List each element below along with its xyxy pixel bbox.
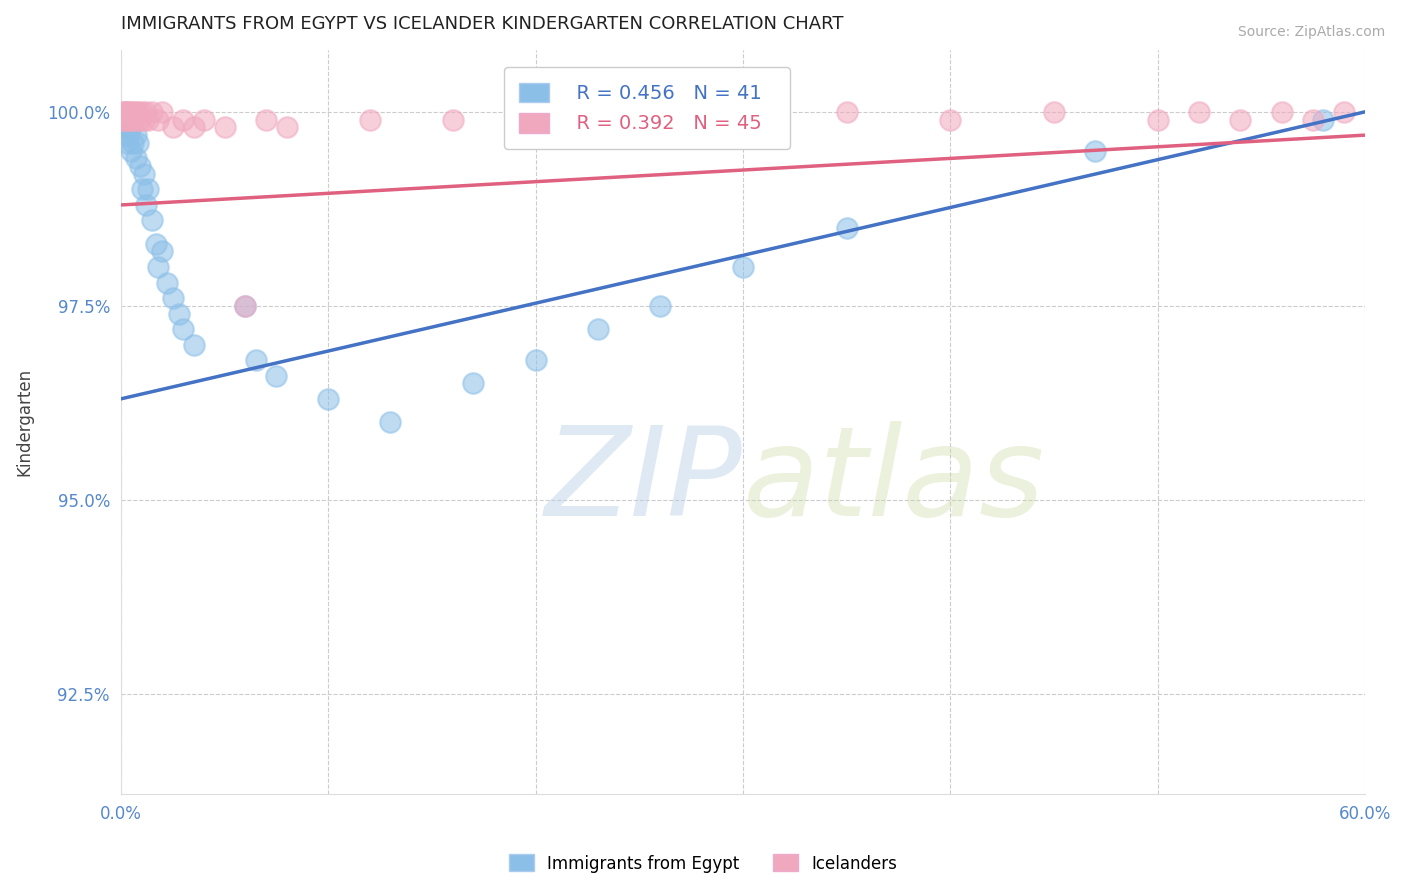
Text: ZIP: ZIP: [546, 421, 742, 542]
Point: [214, 120, 236, 135]
Point: [939, 112, 962, 127]
Point: [135, 104, 157, 119]
Point: [135, 198, 157, 212]
Point: [463, 376, 485, 391]
Point: [1333, 104, 1355, 119]
Point: [120, 112, 142, 127]
Point: [120, 104, 142, 119]
Point: [1229, 112, 1251, 127]
Point: [114, 112, 136, 127]
Point: [112, 104, 135, 119]
Point: [115, 112, 138, 127]
Point: [124, 104, 146, 119]
Point: [380, 415, 402, 429]
Point: [112, 112, 135, 127]
Point: [1043, 104, 1066, 119]
Point: [441, 112, 464, 127]
Point: [112, 120, 135, 135]
Point: [266, 368, 288, 383]
Point: [731, 260, 754, 274]
Point: [183, 337, 205, 351]
Point: [115, 136, 138, 150]
Y-axis label: Kindergarten: Kindergarten: [15, 368, 32, 476]
Point: [114, 104, 136, 119]
Point: [162, 120, 184, 135]
Point: [148, 260, 170, 274]
Point: [136, 112, 159, 127]
Point: [152, 104, 174, 119]
Point: [115, 120, 138, 135]
Point: [141, 104, 163, 119]
Point: [124, 128, 146, 143]
Point: [132, 112, 155, 127]
Point: [235, 299, 257, 313]
Point: [172, 322, 194, 336]
Point: [122, 112, 145, 127]
Legend: Immigrants from Egypt, Icelanders: Immigrants from Egypt, Icelanders: [502, 847, 904, 880]
Point: [118, 112, 141, 127]
Point: [155, 276, 177, 290]
Point: [118, 104, 141, 119]
Text: IMMIGRANTS FROM EGYPT VS ICELANDER KINDERGARTEN CORRELATION CHART: IMMIGRANTS FROM EGYPT VS ICELANDER KINDE…: [121, 15, 844, 33]
Point: [127, 112, 149, 127]
Point: [152, 244, 174, 259]
Point: [128, 112, 150, 127]
Point: [276, 120, 298, 135]
Point: [524, 112, 547, 127]
Point: [1312, 112, 1334, 127]
Point: [122, 136, 145, 150]
Point: [1188, 104, 1211, 119]
Point: [690, 112, 713, 127]
Point: [124, 152, 146, 166]
Point: [118, 128, 141, 143]
Point: [120, 120, 142, 135]
Point: [1302, 112, 1324, 127]
Point: [127, 136, 149, 150]
Point: [120, 144, 142, 158]
Point: [122, 104, 145, 119]
Point: [1271, 104, 1294, 119]
Point: [128, 159, 150, 173]
Point: [115, 104, 138, 119]
Point: [359, 112, 381, 127]
Point: [1146, 112, 1168, 127]
Point: [148, 112, 170, 127]
Point: [835, 221, 858, 235]
Point: [127, 104, 149, 119]
Point: [112, 112, 135, 127]
Point: [114, 104, 136, 119]
Point: [114, 128, 136, 143]
Point: [145, 236, 167, 251]
Point: [835, 104, 858, 119]
Point: [1084, 144, 1107, 158]
Point: [193, 112, 215, 127]
Point: [162, 291, 184, 305]
Point: [132, 167, 155, 181]
Point: [141, 213, 163, 227]
Point: [118, 112, 141, 127]
Point: [254, 112, 277, 127]
Point: [131, 182, 153, 196]
Point: [235, 299, 257, 313]
Point: [136, 182, 159, 196]
Point: [586, 322, 609, 336]
Point: [524, 353, 547, 368]
Point: [245, 353, 267, 368]
Text: Source: ZipAtlas.com: Source: ZipAtlas.com: [1237, 25, 1385, 39]
Point: [131, 104, 153, 119]
Point: [167, 306, 190, 320]
Point: [318, 392, 340, 406]
Point: [172, 112, 194, 127]
Point: [648, 299, 671, 313]
Text: atlas: atlas: [742, 421, 1045, 542]
Point: [114, 112, 136, 127]
Legend:   R = 0.456   N = 41  ,   R = 0.392   N = 45  : R = 0.456 N = 41 , R = 0.392 N = 45: [503, 67, 790, 149]
Point: [183, 120, 205, 135]
